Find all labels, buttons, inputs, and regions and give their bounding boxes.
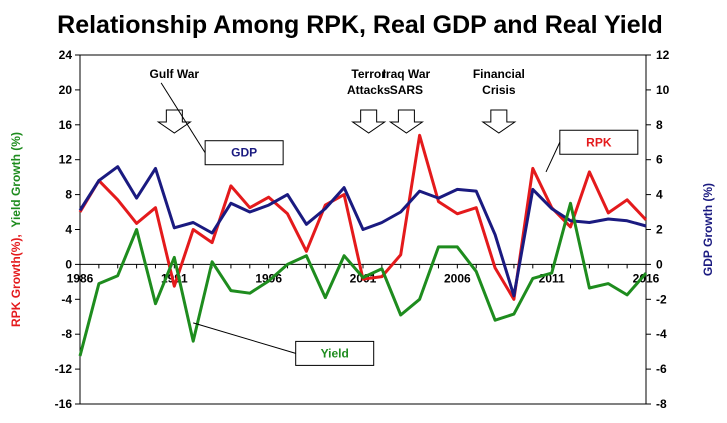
left-tick-label: 4 <box>65 223 72 237</box>
right-axis-label: GDP Growth (%) <box>701 183 715 276</box>
annotation-text: Crisis <box>482 83 516 97</box>
callout-pointer <box>545 142 561 173</box>
left-axis-label-part: RPK Growth(%), <box>9 234 23 327</box>
callout-box <box>559 129 639 155</box>
right-tick-label: -6 <box>656 362 667 376</box>
event-annotations: Gulf War Terror Attacks Iraq War SARS Financi… <box>150 67 525 134</box>
left-tick-label: 16 <box>59 118 73 132</box>
right-tick-label: -4 <box>656 327 667 341</box>
x-tick-label: 2006 <box>444 271 471 285</box>
down-arrow-icon <box>388 109 425 134</box>
down-arrow-icon <box>351 109 387 134</box>
left-tick-label: 8 <box>65 188 72 202</box>
right-tick-label: 6 <box>656 153 663 167</box>
left-tick-label: -12 <box>55 362 73 376</box>
right-tick-label: 2 <box>656 223 663 237</box>
left-tick-label: 24 <box>59 48 73 62</box>
left-tick-label: 0 <box>65 257 72 271</box>
right-tick-label: 4 <box>656 188 663 202</box>
right-tick-label: 12 <box>656 48 670 62</box>
callout-label-yield: Yield <box>321 346 349 360</box>
right-tick-label: 0 <box>656 257 663 271</box>
series-labels: GDP RPK Yield <box>160 82 639 366</box>
left-tick-label: -16 <box>55 397 73 411</box>
callout-box <box>204 140 284 166</box>
callout-box <box>295 340 375 366</box>
series-line-yield <box>78 201 648 357</box>
annotation-text: Iraq War <box>383 67 431 81</box>
right-axis-ticks: 12 10 8 6 4 2 0 -2 -4 -6 -8 <box>646 48 670 411</box>
left-axis-label: RPK Growth(%), Yield Growth (%) <box>9 132 23 327</box>
callout-pointer <box>193 322 296 354</box>
callout-pointer <box>160 82 206 153</box>
left-tick-label: -8 <box>61 327 72 341</box>
left-tick-label: 12 <box>59 153 73 167</box>
left-tick-label: -4 <box>61 292 72 306</box>
chart-title: Relationship Among RPK, Real GDP and Rea… <box>57 11 663 39</box>
left-axis-label-part: Yield Growth (%) <box>9 132 23 234</box>
right-tick-label: -8 <box>656 397 667 411</box>
right-tick-label: 10 <box>656 83 670 97</box>
series-line-gdp <box>78 165 647 298</box>
x-tick-label: 1986 <box>67 271 94 285</box>
callout-label-gdp: GDP <box>231 146 257 160</box>
annotation-text: Attacks <box>347 83 391 97</box>
left-axis-ticks: 24 20 16 12 8 4 0 -4 -8 -12 -16 <box>55 48 80 411</box>
right-tick-label: 8 <box>656 118 663 132</box>
callout-label-rpk: RPK <box>586 135 612 149</box>
annotation-text: Gulf War <box>150 67 200 81</box>
annotation-text: Financial <box>473 67 525 81</box>
annotation-text: SARS <box>390 83 423 97</box>
series-layer <box>78 133 648 357</box>
left-tick-label: 20 <box>59 83 73 97</box>
right-tick-label: -2 <box>656 292 667 306</box>
down-arrow-icon <box>481 109 517 134</box>
annotation-text: Terror <box>351 67 386 81</box>
